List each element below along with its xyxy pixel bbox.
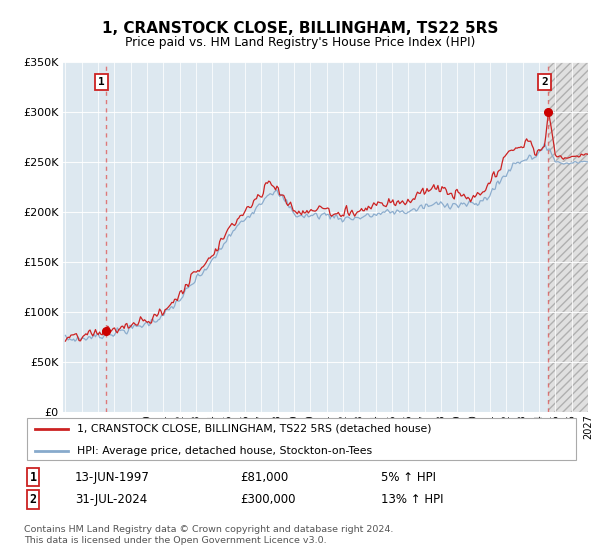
Bar xyxy=(548,62,588,412)
Text: 13% ↑ HPI: 13% ↑ HPI xyxy=(381,493,443,506)
Text: 2: 2 xyxy=(541,77,548,87)
Text: 5% ↑ HPI: 5% ↑ HPI xyxy=(381,470,436,484)
Bar xyxy=(548,62,588,412)
Text: £300,000: £300,000 xyxy=(240,493,296,506)
Text: 1, CRANSTOCK CLOSE, BILLINGHAM, TS22 5RS (detached house): 1, CRANSTOCK CLOSE, BILLINGHAM, TS22 5RS… xyxy=(77,424,431,434)
Text: Contains HM Land Registry data © Crown copyright and database right 2024.
This d: Contains HM Land Registry data © Crown c… xyxy=(24,525,394,545)
Text: 1: 1 xyxy=(29,470,37,484)
Text: 31-JUL-2024: 31-JUL-2024 xyxy=(75,493,147,506)
Text: 2: 2 xyxy=(29,493,37,506)
Text: 1: 1 xyxy=(98,77,105,87)
Text: Price paid vs. HM Land Registry's House Price Index (HPI): Price paid vs. HM Land Registry's House … xyxy=(125,36,475,49)
FancyBboxPatch shape xyxy=(27,418,576,460)
Text: 13-JUN-1997: 13-JUN-1997 xyxy=(75,470,150,484)
Text: HPI: Average price, detached house, Stockton-on-Tees: HPI: Average price, detached house, Stoc… xyxy=(77,446,372,455)
Text: £81,000: £81,000 xyxy=(240,470,288,484)
Text: 1, CRANSTOCK CLOSE, BILLINGHAM, TS22 5RS: 1, CRANSTOCK CLOSE, BILLINGHAM, TS22 5RS xyxy=(102,21,498,36)
